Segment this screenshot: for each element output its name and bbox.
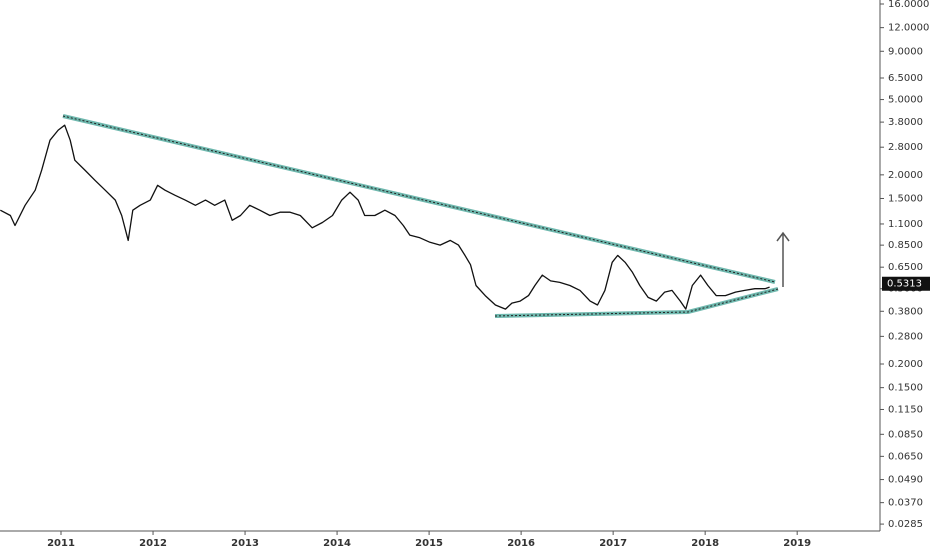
y-tick-label: 0.2000 [888, 359, 923, 370]
x-tick-label: 2015 [415, 538, 443, 549]
x-tick-label: 2011 [47, 538, 75, 549]
y-tick-label: 3.8000 [888, 117, 923, 128]
y-tick-label: 12.0000 [888, 23, 929, 34]
y-tick-label: 1.5000 [888, 193, 923, 204]
last-price-label: 0.5313 [887, 279, 922, 290]
y-tick-label: 0.0490 [888, 475, 923, 486]
x-tick-label: 2017 [599, 538, 627, 549]
y-tick-label: 0.0285 [888, 519, 923, 530]
lower-trendline-dots [494, 288, 779, 317]
x-tick-label: 2016 [507, 538, 535, 549]
x-tick-label: 2014 [323, 538, 351, 549]
y-tick-label: 0.1150 [888, 404, 923, 415]
y-tick-label: 0.2800 [888, 331, 923, 342]
price-line [0, 124, 770, 310]
y-tick-label: 0.1500 [888, 383, 923, 394]
y-tick-label: 0.0650 [888, 451, 923, 462]
y-tick-label: 9.0000 [888, 46, 923, 57]
y-tick-label: 0.0850 [888, 429, 923, 440]
x-tick-label: 2018 [691, 538, 719, 549]
y-tick-label: 2.0000 [888, 170, 923, 181]
x-tick-label: 2013 [231, 538, 259, 549]
y-tick-label: 0.8500 [888, 240, 923, 251]
y-tick-label: 2.8000 [888, 142, 923, 153]
upper-trendline-dots [62, 115, 776, 283]
arrow [776, 231, 790, 287]
lower-trendline [494, 287, 779, 318]
x-tick-label: 2019 [783, 538, 811, 549]
last-price-box [882, 276, 930, 291]
y-tick-label: 0.3800 [888, 306, 923, 317]
trendlines [62, 114, 790, 318]
y-tick-label: 5.0000 [888, 95, 923, 106]
y-tick-label: 1.1000 [888, 219, 923, 230]
x-tick-label: 2012 [139, 538, 167, 549]
y-tick-label: 16.0000 [888, 0, 929, 10]
y-tick-label: 0.0370 [888, 498, 923, 509]
y-tick-label: 6.5000 [888, 73, 923, 84]
y-tick-label: 0.6500 [888, 262, 923, 273]
